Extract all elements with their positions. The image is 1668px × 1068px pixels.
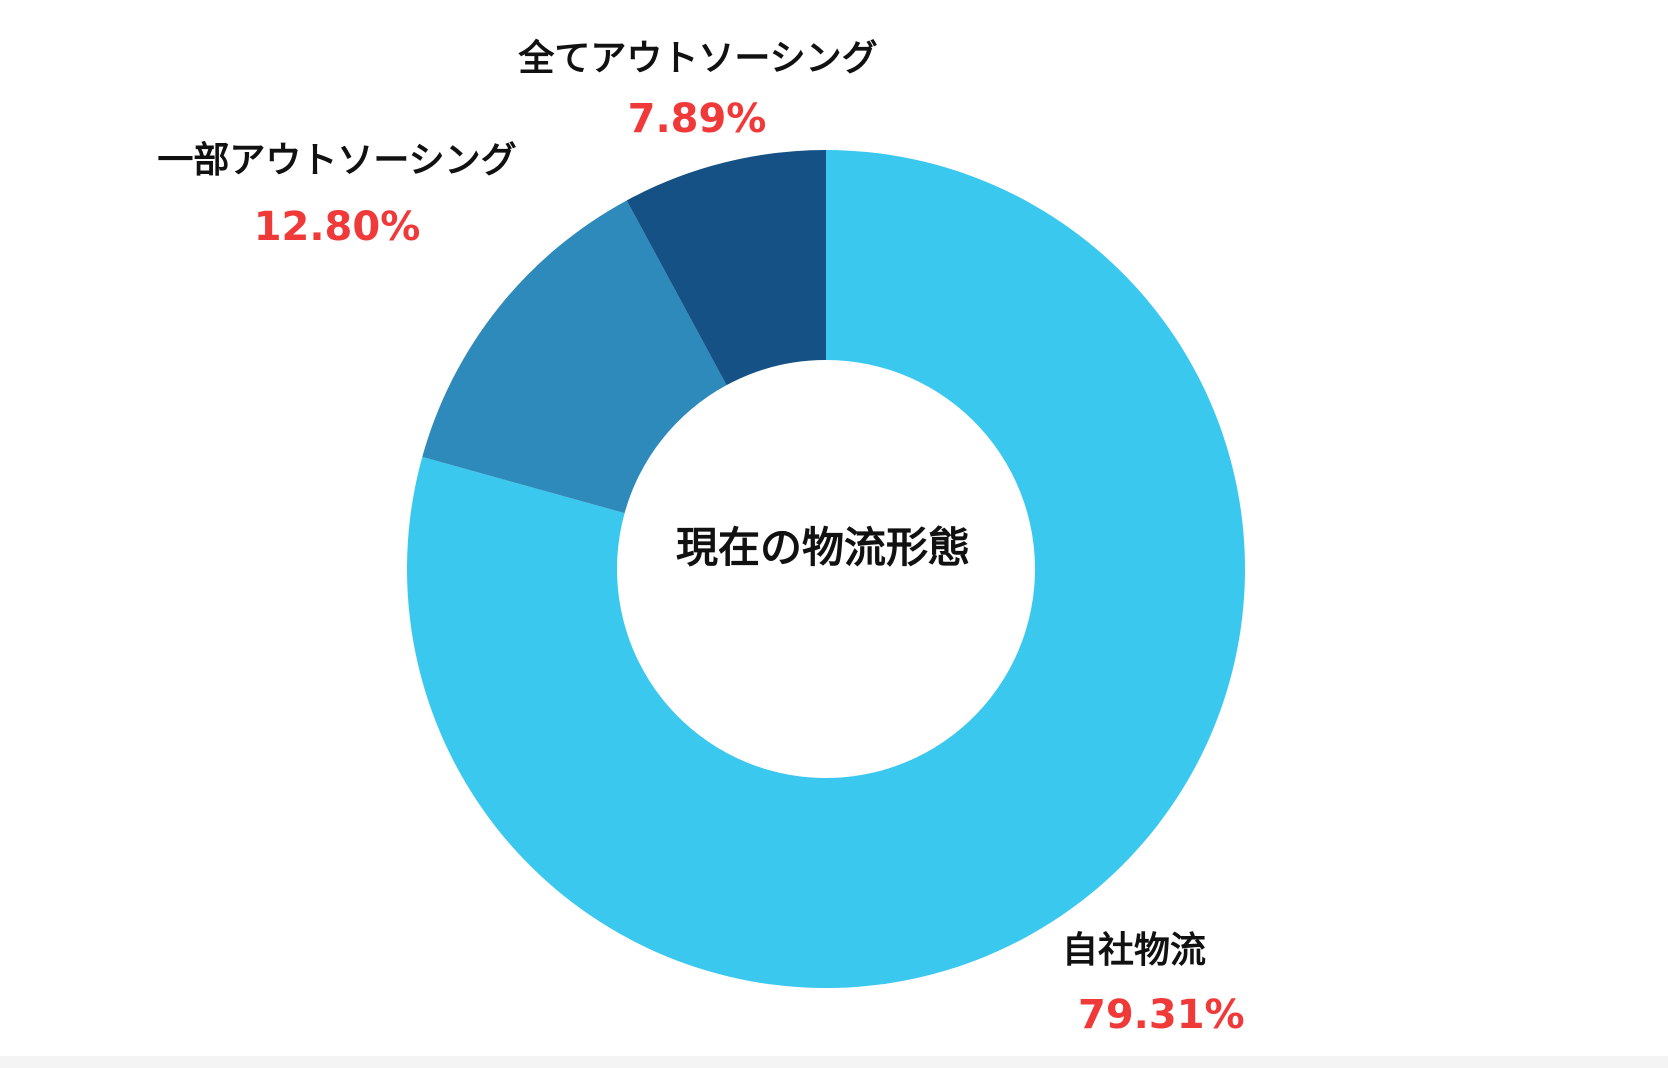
segment-label-2: 全てアウトソーシング [517, 37, 877, 79]
bottom-strip [0, 1056, 1668, 1068]
center-title: 現在の物流形態 [676, 523, 970, 572]
segment-value-0: 79.31% [1078, 992, 1245, 1038]
segment-label-1: 一部アウトソーシング [157, 140, 516, 181]
donut-slices [406, 150, 1245, 988]
donut-slice-2 [626, 150, 826, 386]
segment-value-2: 7.89% [628, 96, 767, 142]
segment-value-1: 12.80% [254, 204, 421, 250]
segment-label-0: 自社物流 [1062, 930, 1206, 971]
donut-slice-0 [406, 150, 1245, 988]
donut-slice-1 [422, 200, 727, 514]
